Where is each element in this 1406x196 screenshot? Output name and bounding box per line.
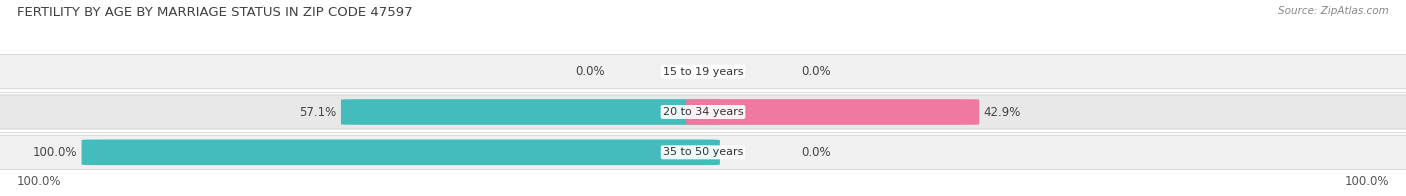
FancyBboxPatch shape bbox=[340, 99, 720, 125]
Text: 100.0%: 100.0% bbox=[17, 175, 62, 188]
FancyBboxPatch shape bbox=[82, 140, 720, 165]
Text: 100.0%: 100.0% bbox=[1344, 175, 1389, 188]
Text: 35 to 50 years: 35 to 50 years bbox=[662, 147, 744, 157]
Text: 20 to 34 years: 20 to 34 years bbox=[662, 107, 744, 117]
Text: 57.1%: 57.1% bbox=[299, 105, 336, 119]
FancyBboxPatch shape bbox=[0, 54, 1406, 89]
FancyBboxPatch shape bbox=[0, 135, 1406, 170]
Text: 0.0%: 0.0% bbox=[801, 146, 831, 159]
Text: 42.9%: 42.9% bbox=[983, 105, 1021, 119]
Text: 15 to 19 years: 15 to 19 years bbox=[662, 67, 744, 77]
Text: FERTILITY BY AGE BY MARRIAGE STATUS IN ZIP CODE 47597: FERTILITY BY AGE BY MARRIAGE STATUS IN Z… bbox=[17, 6, 412, 19]
Text: 0.0%: 0.0% bbox=[801, 65, 831, 78]
FancyBboxPatch shape bbox=[0, 95, 1406, 129]
Text: 0.0%: 0.0% bbox=[575, 65, 605, 78]
Text: 100.0%: 100.0% bbox=[32, 146, 77, 159]
FancyBboxPatch shape bbox=[686, 99, 979, 125]
Text: Source: ZipAtlas.com: Source: ZipAtlas.com bbox=[1278, 6, 1389, 16]
